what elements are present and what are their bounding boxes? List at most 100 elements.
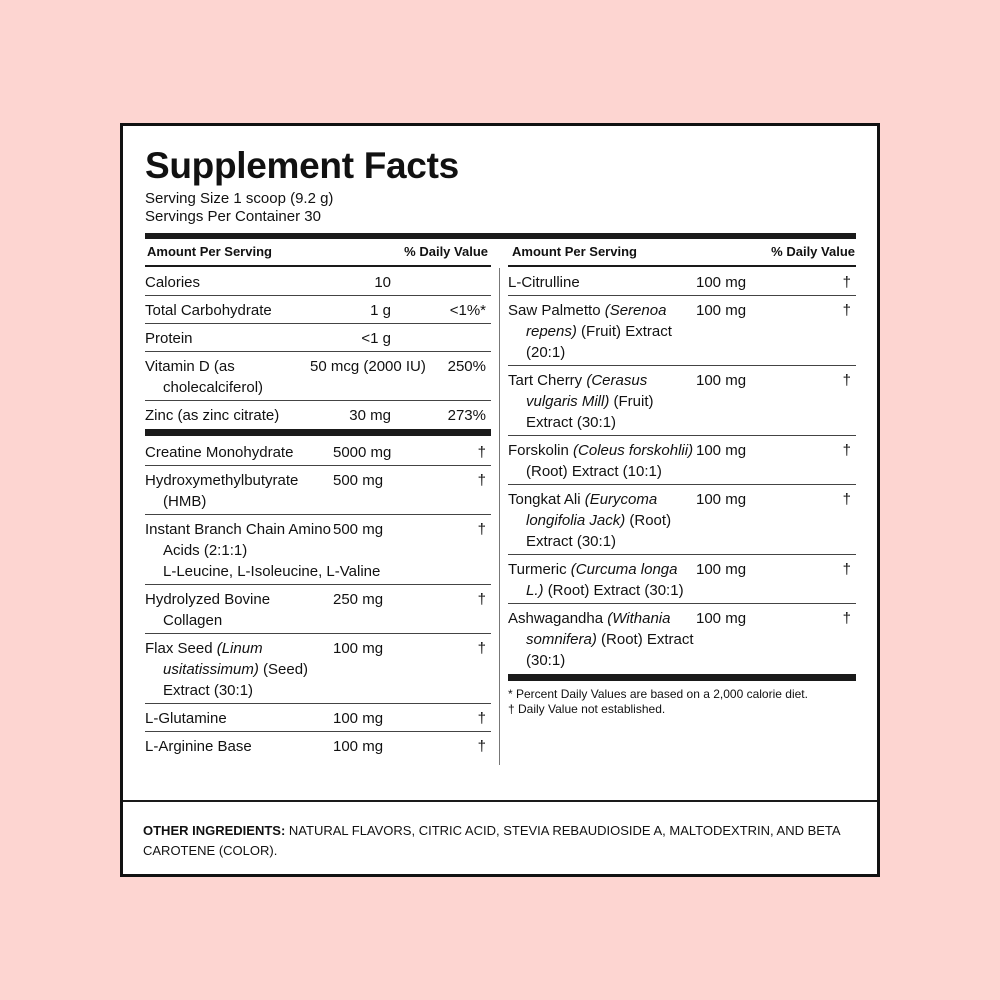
thick-rule xyxy=(145,429,491,436)
row: Vitamin D (as cholecalciferol) 50 mcg (20… xyxy=(145,352,491,401)
other-ingredients-text: NATURAL FLAVORS, CITRIC ACID, STEVIA REB… xyxy=(143,823,840,858)
row: Tart Cherry (Cerasus vulgaris Mill) (Fru… xyxy=(508,366,856,436)
daily-value: 273% xyxy=(447,407,486,424)
ingredient-name: Turmeric (Curcuma longa L.) (Root) Extra… xyxy=(508,559,696,601)
latin-name: (Cerasus vulgaris Mill) xyxy=(526,372,648,410)
serving-size: Serving Size 1 scoop (9.2 g) xyxy=(145,190,334,207)
ingredient-name: Hydrolyzed Bovine Collagen xyxy=(145,589,333,631)
amount: 100 mg xyxy=(696,302,747,319)
name: Hydroxymethylbutyrate (HMB) xyxy=(145,472,299,510)
section-rule xyxy=(123,800,877,802)
plant-part: (Root) Extract (30:1) xyxy=(526,631,694,669)
row: Hydrolyzed Bovine Collagen 250 mg † xyxy=(145,585,491,634)
name: L-Arginine Base xyxy=(145,738,252,755)
row: Creatine Monohydrate 5000 mg † xyxy=(145,438,491,466)
name: Ashwagandha xyxy=(508,610,604,627)
title: Supplement Facts xyxy=(145,145,459,186)
daily-value: † xyxy=(477,472,486,489)
rule xyxy=(508,265,856,267)
ingredient-name: Flax Seed (Linum usitatissimum) (Seed) E… xyxy=(145,638,333,701)
amount: 100 mg xyxy=(696,491,747,508)
header-dv: % Daily Value xyxy=(771,244,855,259)
row: Flax Seed (Linum usitatissimum) (Seed) E… xyxy=(145,634,491,704)
daily-value: † xyxy=(477,591,486,608)
name: Saw Palmetto xyxy=(508,302,601,319)
daily-value: † xyxy=(842,561,851,578)
latin-name: (Curcuma longa L.) xyxy=(526,561,678,599)
ingredient-name: Ashwagandha (Withania somnifera) (Root) … xyxy=(508,608,696,671)
daily-value: <1%* xyxy=(449,302,486,319)
name: Tongkat Ali xyxy=(508,491,581,508)
daily-value: † xyxy=(477,640,486,657)
row: Protein <1 g xyxy=(145,324,491,352)
amount: 100 mg xyxy=(696,561,747,578)
ingredient-name: L-Arginine Base xyxy=(145,736,333,757)
latin-name: (Serenoa repens) xyxy=(526,302,667,340)
daily-value: † xyxy=(842,610,851,627)
amount: 500 mg xyxy=(333,521,384,538)
ingredient-name: Tongkat Ali (Eurycoma longifolia Jack) (… xyxy=(508,489,696,552)
name: Creatine Monohydrate xyxy=(145,444,294,461)
ingredient-name: Protein xyxy=(145,328,310,349)
ingredient-name: Hydroxymethylbutyrate (HMB) xyxy=(145,470,333,512)
row: Hydroxymethylbutyrate (HMB) 500 mg † xyxy=(145,466,491,515)
left-column: Calories 10 Total Carbohydrate 1 g <1%* Prote… xyxy=(145,268,491,759)
daily-value: † xyxy=(842,442,851,459)
rule xyxy=(145,265,491,267)
daily-value: 250% xyxy=(447,358,486,375)
daily-value: † xyxy=(842,274,851,291)
latin-name: (Coleus forskohlii) xyxy=(573,442,694,459)
name: L-Glutamine xyxy=(145,710,227,727)
amount: 50 mcg (2000 IU) xyxy=(310,358,426,375)
ingredient-name: Creatine Monohydrate xyxy=(145,442,333,463)
amount: 10 xyxy=(374,274,391,291)
name: Tart Cherry xyxy=(508,372,583,389)
name: Zinc (as zinc citrate) xyxy=(145,407,280,424)
plant-part: (Seed) Extract (30:1) xyxy=(163,661,309,699)
daily-value: † xyxy=(842,491,851,508)
amount: 100 mg xyxy=(333,738,384,755)
row: Forskolin (Coleus forskohlii) (Root) Ext… xyxy=(508,436,856,485)
row: Zinc (as zinc citrate) 30 mg 273% xyxy=(145,401,491,428)
daily-value: † xyxy=(477,710,486,727)
ingredient-name: Saw Palmetto (Serenoa repens) (Fruit) Ex… xyxy=(508,300,696,363)
ingredient-name: L-Citrulline xyxy=(508,272,696,293)
name: Instant Branch Chain Amino Acids (2:1:1) xyxy=(145,521,331,559)
footnote: † Daily Value not established. xyxy=(508,702,666,716)
plant-part: (Fruit) Extract (30:1) xyxy=(526,393,654,431)
plant-part: (Root) Extract (10:1) xyxy=(526,463,662,480)
name: Forskolin xyxy=(508,442,569,459)
plant-part: (Root) Extract (30:1) xyxy=(526,512,672,550)
thick-rule xyxy=(145,233,856,239)
name: Turmeric xyxy=(508,561,567,578)
daily-value xyxy=(391,328,491,349)
amount: 100 mg xyxy=(333,710,384,727)
latin-name: (Withania somnifera) xyxy=(526,610,671,648)
daily-value: † xyxy=(842,372,851,389)
latin-name: (Linum usitatissimum) xyxy=(163,640,263,678)
ingredient-name: Instant Branch Chain Amino Acids (2:1:1) xyxy=(145,519,333,561)
thick-rule xyxy=(508,674,856,681)
name: Protein xyxy=(145,330,193,347)
amount: 100 mg xyxy=(696,610,747,627)
ingredient-name: Vitamin D (as cholecalciferol) xyxy=(145,356,310,398)
header-dv: % Daily Value xyxy=(404,244,488,259)
plant-part: (Root) Extract (30:1) xyxy=(547,582,684,599)
amount: 500 mg xyxy=(333,472,384,489)
plant-part: (Fruit) Extract (20:1) xyxy=(526,323,672,361)
amount: 100 mg xyxy=(696,274,747,291)
row: Tongkat Ali (Eurycoma longifolia Jack) (… xyxy=(508,485,856,555)
footnotes: * Percent Daily Values are based on a 2,… xyxy=(508,687,856,717)
ingredient-name: Total Carbohydrate xyxy=(145,300,310,321)
ingredient-name: L-Glutamine xyxy=(145,708,333,729)
other-ingredients-label: OTHER INGREDIENTS: xyxy=(143,823,286,838)
daily-value: † xyxy=(477,738,486,755)
amount: 30 mg xyxy=(349,407,391,424)
ingredient-name: Forskolin (Coleus forskohlii) (Root) Ext… xyxy=(508,440,696,482)
row: Calories 10 xyxy=(145,268,491,296)
name: Vitamin D (as cholecalciferol) xyxy=(145,358,264,396)
name: Total Carbohydrate xyxy=(145,302,272,319)
daily-value: † xyxy=(477,444,486,461)
ingredient-name: Zinc (as zinc citrate) xyxy=(145,405,310,426)
